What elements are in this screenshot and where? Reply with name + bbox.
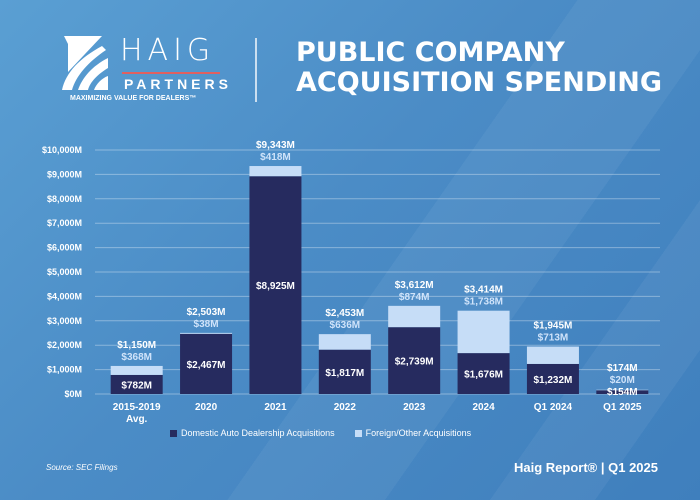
data-label-total: $1,945M — [533, 321, 572, 332]
data-label-domestic: $1,817M — [325, 368, 364, 379]
x-tick-label: Q1 2025 — [603, 402, 642, 413]
data-label-foreign: $38M — [194, 319, 219, 330]
legend-item-domestic: Domestic Auto Dealership Acquisitions — [170, 428, 335, 439]
bar-domestic — [249, 176, 302, 394]
y-tick-label: $6,000M — [47, 243, 82, 253]
bar-domestic — [526, 363, 579, 394]
haig-partners-logo: HAIG PARTNERS MAXIMIZING VALUE FOR DEALE… — [58, 34, 228, 104]
data-label-total: $1,150M — [117, 340, 156, 351]
legend-label-foreign: Foreign/Other Acquisitions — [365, 428, 472, 438]
data-label-total: $174M — [607, 363, 638, 374]
y-tick-label: $2,000M — [47, 340, 82, 350]
x-tick-label-line2: Avg. — [126, 414, 148, 425]
bar-domestic — [180, 333, 233, 394]
data-label-domestic: $2,467M — [187, 360, 226, 371]
bar-foreign — [249, 166, 302, 177]
y-tick-label: $4,000M — [47, 291, 82, 301]
x-tick-label: 2021 — [264, 402, 287, 413]
chart-legend: Domestic Auto Dealership Acquisitions Fo… — [170, 428, 471, 439]
bar-domestic — [388, 327, 441, 394]
legend-label-domestic: Domestic Auto Dealership Acquisitions — [181, 428, 335, 438]
source-note: Source: SEC Filings — [46, 463, 118, 472]
data-label-domestic: $8,925M — [256, 281, 295, 292]
header-divider — [255, 38, 257, 102]
data-label-foreign: $874M — [399, 292, 430, 303]
page-title: PUBLIC COMPANY ACQUISITION SPENDING — [296, 38, 662, 98]
legend-swatch-domestic — [170, 430, 177, 437]
bar-domestic — [318, 349, 371, 394]
data-label-domestic: $1,232M — [533, 375, 572, 386]
logo-mark-icon — [62, 36, 108, 90]
data-label-domestic: $154M — [607, 387, 638, 398]
x-tick-label: 2022 — [334, 402, 357, 413]
data-label-foreign: $636M — [330, 320, 361, 331]
bar-domestic — [457, 353, 510, 394]
bar-domestic — [596, 390, 649, 394]
data-label-domestic: $2,739M — [395, 357, 434, 368]
x-tick-label: 2024 — [472, 402, 495, 413]
data-label-total: $9,343M — [256, 140, 295, 151]
y-tick-label: $5,000M — [47, 267, 82, 277]
logo-underline — [122, 72, 220, 74]
y-tick-label: $8,000M — [47, 194, 82, 204]
y-tick-label: $7,000M — [47, 218, 82, 228]
y-tick-label: $1,000M — [47, 365, 82, 375]
logo-name: HAIG — [120, 33, 216, 68]
bar-foreign — [318, 334, 371, 350]
logo-sub: PARTNERS — [124, 76, 232, 92]
bar-foreign — [180, 332, 233, 334]
report-label: Haig Report® | Q1 2025 — [514, 460, 658, 475]
data-label-foreign: $368M — [121, 352, 152, 363]
bar-foreign — [110, 365, 163, 375]
bar-foreign — [457, 310, 510, 354]
data-label-foreign: $1,738M — [464, 297, 503, 308]
x-tick-label: 2015-2019 — [113, 402, 161, 413]
bar-domestic — [110, 374, 163, 394]
data-label-total: $3,414M — [464, 285, 503, 296]
x-tick-label: 2023 — [403, 402, 426, 413]
data-label-domestic: $782M — [121, 380, 152, 391]
y-tick-label: $0M — [64, 389, 82, 399]
data-label-total: $2,453M — [325, 308, 364, 319]
y-tick-label: $10,000M — [42, 145, 82, 155]
data-label-foreign: $20M — [610, 375, 635, 386]
x-tick-label: 2020 — [195, 402, 218, 413]
logo-tagline: MAXIMIZING VALUE FOR DEALERS™ — [70, 95, 197, 102]
x-tick-label: Q1 2024 — [534, 402, 573, 413]
title-line-1: PUBLIC COMPANY — [296, 37, 565, 68]
data-label-foreign: $418M — [260, 152, 291, 163]
data-label-total: $3,612M — [395, 280, 434, 291]
legend-item-foreign: Foreign/Other Acquisitions — [354, 428, 472, 439]
data-label-total: $2,503M — [187, 307, 226, 318]
data-label-foreign: $713M — [538, 333, 569, 344]
data-label-domestic: $1,676M — [464, 370, 503, 381]
y-tick-label: $9,000M — [47, 169, 82, 179]
bar-foreign — [388, 305, 441, 328]
y-tick-label: $3,000M — [47, 316, 82, 326]
title-line-2: ACQUISITION SPENDING — [296, 67, 663, 98]
legend-swatch-foreign — [354, 430, 362, 437]
bar-foreign — [526, 346, 579, 364]
